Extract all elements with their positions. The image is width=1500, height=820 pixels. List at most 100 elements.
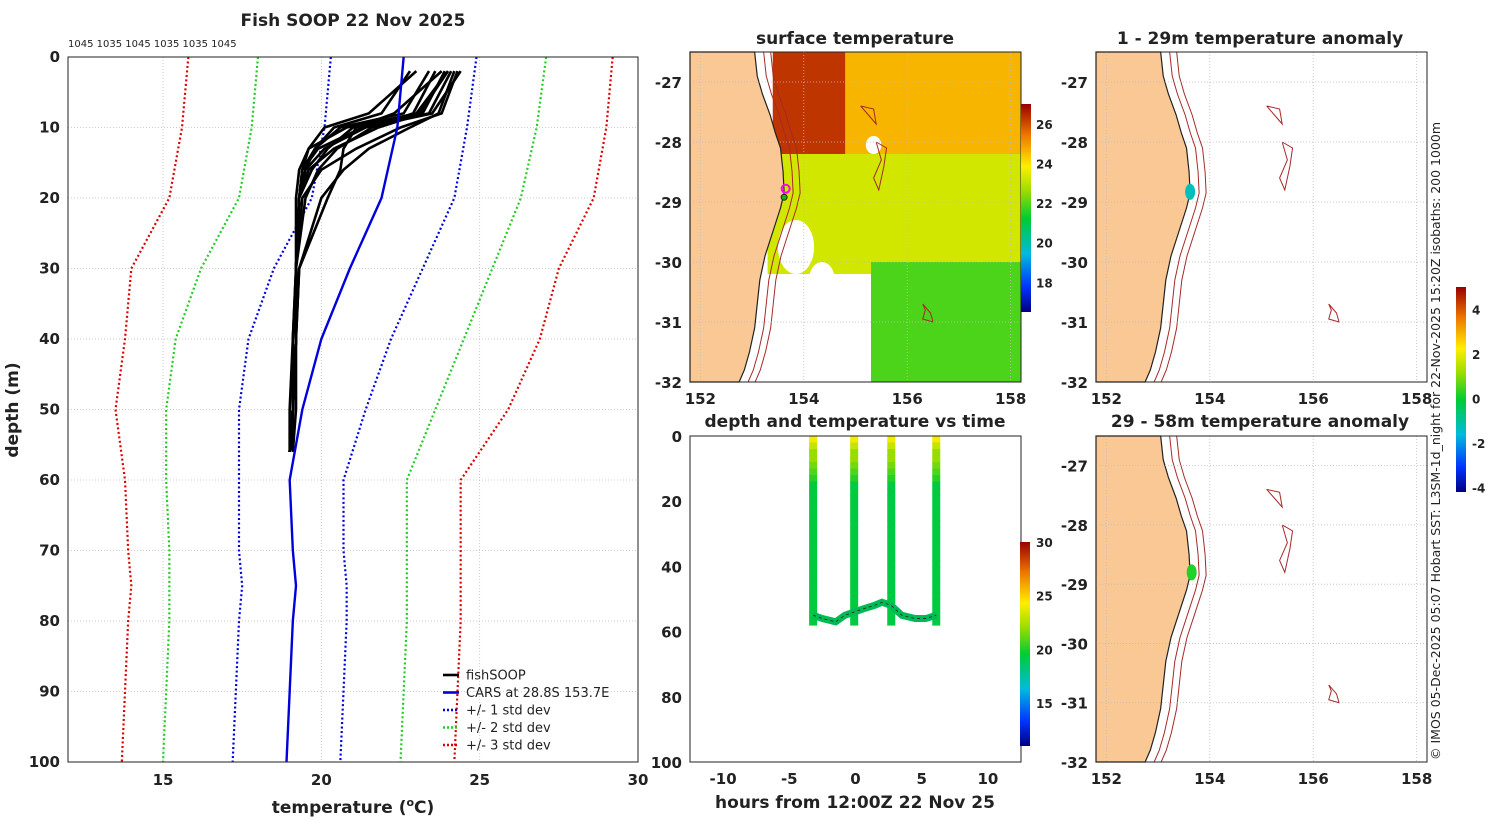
anom-deep-frame [1095, 435, 1428, 763]
depth-time-profile-segment [887, 527, 896, 535]
depth-time-profile-segment [887, 449, 896, 457]
profile-ytick-label: 40 [39, 330, 60, 348]
std-dev-line [114, 56, 190, 763]
depth-time-profile-segment [932, 546, 941, 554]
depth-time-profile-segment [887, 481, 896, 489]
depth-time-profile-segment [809, 520, 818, 528]
sst-map [689, 51, 1021, 383]
anom-deep-ytick-label: -29 [1061, 576, 1088, 594]
sst-xtick-label: 158 [995, 390, 1026, 408]
sst-xtick-label: 156 [892, 390, 923, 408]
depth-time-profile-segment [809, 540, 818, 548]
depth-time-profile-segment [932, 481, 941, 489]
anomaly-colorbar-gradient [1456, 287, 1466, 492]
profile-ytick-label: 10 [39, 119, 60, 137]
sst-colorbar-tick-label: 22 [1036, 197, 1053, 211]
depth-time-profile-segment [850, 540, 859, 548]
depth-time-profile-segment [887, 585, 896, 593]
depth-time-profile-segment [932, 553, 941, 561]
anom-shallow-xtick-label: 154 [1194, 390, 1225, 408]
depth-time-profile-segment [850, 520, 859, 528]
profile-ytick-label: 100 [29, 753, 60, 771]
sst-colorbar-gradient [1021, 104, 1031, 312]
sst-isobath-1000 [754, 51, 801, 383]
anom-shallow-land [1095, 51, 1191, 383]
profile-xtick-label: 30 [628, 771, 649, 789]
anom-shallow-xtick-label: 152 [1091, 390, 1122, 408]
depth-time-profile-segment [850, 618, 859, 626]
depth-time-profile-segment [887, 455, 896, 463]
depth-time-profile-segment [850, 475, 859, 483]
sst-colorbar-tick-label: 18 [1036, 276, 1053, 290]
profile-legend: fishSOOP CARS at 28.8S 153.7E +/- 1 std de… [443, 669, 609, 754]
depth-time-profile-segment [809, 455, 818, 463]
profile-xlabel: temperature (oC) [272, 796, 435, 818]
depth-time-profile-segment [932, 592, 941, 600]
profile-ytick-label: 60 [39, 471, 60, 489]
depth-time-profile-segment [887, 559, 896, 567]
depth-time-ytick-label: 60 [661, 624, 682, 642]
depth-time-profile-segment [850, 579, 859, 587]
profile-series [114, 56, 614, 763]
legend-label: fishSOOP [466, 669, 526, 684]
anom-deep-ytick-label: -27 [1061, 458, 1088, 476]
anom-shallow-seamount-isobath [1266, 105, 1283, 126]
depth-time-profile-segment [809, 436, 818, 444]
depth-time-profile-segment [887, 566, 896, 574]
depth-time-colorbar-tick-label: 25 [1036, 590, 1053, 604]
depth-time-profile-segment [932, 605, 941, 613]
sst-nodata-patch [777, 220, 815, 274]
profile-ytick-label: 90 [39, 683, 60, 701]
depth-time-profile-segment [809, 572, 818, 580]
depth-time-ytick-label: 80 [661, 689, 682, 707]
anom-shallow-isobath-200 [1153, 51, 1200, 383]
sst-region-cool-eddy [871, 262, 1021, 382]
depth-time-profile-segment [932, 475, 941, 483]
depth-time-profile-segment [850, 481, 859, 489]
anom-deep-ytick-label: -32 [1061, 754, 1088, 772]
depth-time-profile-segment [850, 507, 859, 515]
sst-isobath-200 [747, 51, 794, 383]
depth-time-profile-segment [809, 488, 818, 496]
sst-seamount-isobath [873, 141, 888, 192]
depth-time-profile-segment [850, 436, 859, 444]
depth-time-ytick-label: 100 [651, 754, 682, 772]
anomaly-colorbar-tick-label: 2 [1472, 348, 1480, 362]
sst-ytick-label: -32 [655, 374, 682, 392]
depth-time-ytick-label: 40 [661, 558, 682, 576]
depth-time-title: depth and temperature vs time [705, 412, 1006, 432]
anom-shallow-ytick-label: -31 [1061, 314, 1088, 332]
depth-time-profile-segment [887, 612, 896, 620]
cars-mean-line [285, 56, 405, 763]
depth-time-profile-segment [850, 559, 859, 567]
legend-label: +/- 1 std dev [466, 704, 551, 719]
sst-seamount-isobath [860, 105, 877, 126]
depth-time-profile-segment [932, 442, 941, 450]
depth-time-profile-segment [809, 462, 818, 470]
profile-panel: Fish SOOP 22 Nov 2025 1045 1035 1045 103… [3, 11, 648, 818]
anomaly-colorbar-tick-label: 4 [1472, 303, 1480, 317]
depth-time-profile-segment [887, 572, 896, 580]
sst-profile-marker [780, 193, 788, 201]
depth-time-profile-segment [932, 455, 941, 463]
depth-time-profile-segment [850, 585, 859, 593]
depth-time-profile-segment [809, 533, 818, 541]
profile-ytick-label: 50 [39, 401, 60, 419]
depth-time-profile-segment [809, 546, 818, 554]
depth-time-profile-segment [887, 546, 896, 554]
anom-deep-xtick-label: 158 [1401, 770, 1432, 788]
depth-time-profile-segment [887, 592, 896, 600]
depth-time-data [809, 436, 941, 626]
depth-time-profile-segment [809, 618, 818, 626]
profile-frame [67, 56, 639, 763]
sst-colorbar-tick-label: 20 [1036, 237, 1053, 251]
depth-time-profile-segment [850, 455, 859, 463]
depth-time-profile-segment [850, 442, 859, 450]
depth-time-profile-segment [887, 488, 896, 496]
profile-ytick-label: 30 [39, 260, 60, 278]
anom-deep-seamount-isobath [1266, 488, 1283, 509]
depth-time-colorbar-tick-label: 20 [1036, 643, 1053, 657]
anom-deep-anomaly-point [1186, 564, 1197, 581]
anom-deep-title: 29 - 58m temperature anomaly [1111, 412, 1409, 432]
